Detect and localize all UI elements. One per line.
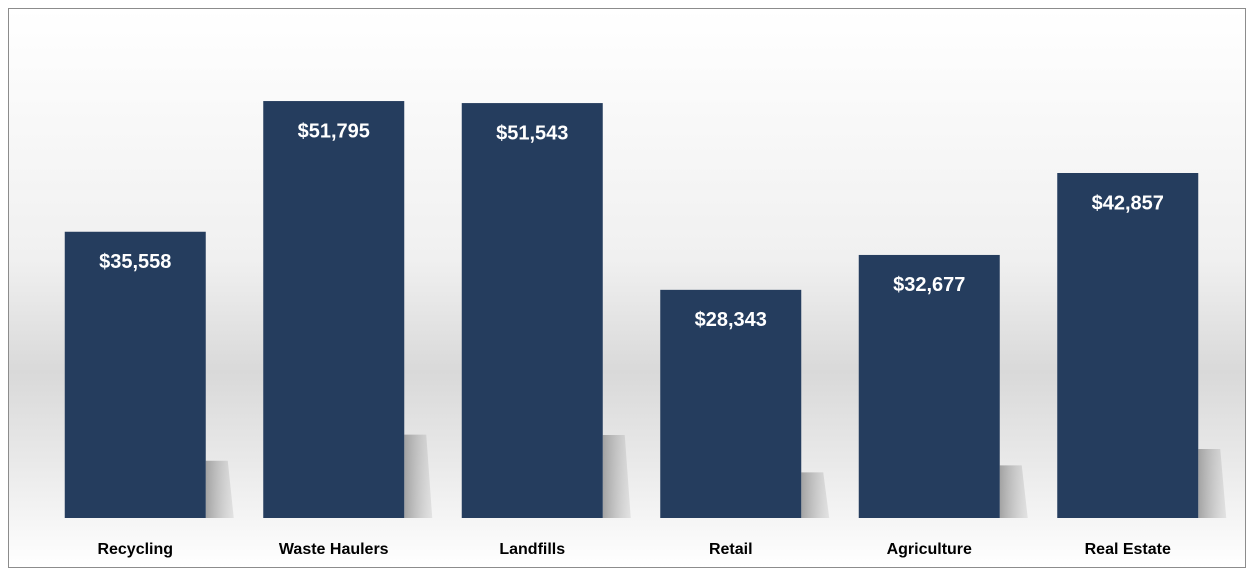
bar-shadow bbox=[205, 460, 234, 518]
bar bbox=[858, 254, 1000, 519]
value-label: $51,543 bbox=[496, 122, 568, 144]
bar bbox=[64, 231, 206, 518]
bar-shadow bbox=[1198, 449, 1227, 518]
x-tick-label: Agriculture bbox=[887, 541, 972, 558]
bar-shadow bbox=[999, 465, 1028, 518]
bar bbox=[461, 103, 603, 518]
bar bbox=[660, 289, 802, 518]
value-label: $42,857 bbox=[1092, 192, 1164, 214]
value-label: $51,795 bbox=[298, 120, 370, 142]
bar-shadow bbox=[602, 435, 631, 518]
value-label: $35,558 bbox=[99, 251, 171, 273]
value-label: $32,677 bbox=[893, 274, 965, 296]
x-tick-label: Landfills bbox=[499, 541, 565, 558]
x-tick-label: Retail bbox=[709, 541, 753, 558]
bar-shadow bbox=[404, 434, 433, 518]
value-label: $28,343 bbox=[695, 309, 767, 331]
bar-shadow bbox=[801, 472, 830, 518]
x-tick-label: Real Estate bbox=[1085, 541, 1171, 558]
bar bbox=[1057, 173, 1199, 518]
x-tick-label: Recycling bbox=[97, 541, 173, 558]
bar bbox=[263, 101, 405, 519]
x-tick-label: Waste Haulers bbox=[279, 541, 389, 558]
